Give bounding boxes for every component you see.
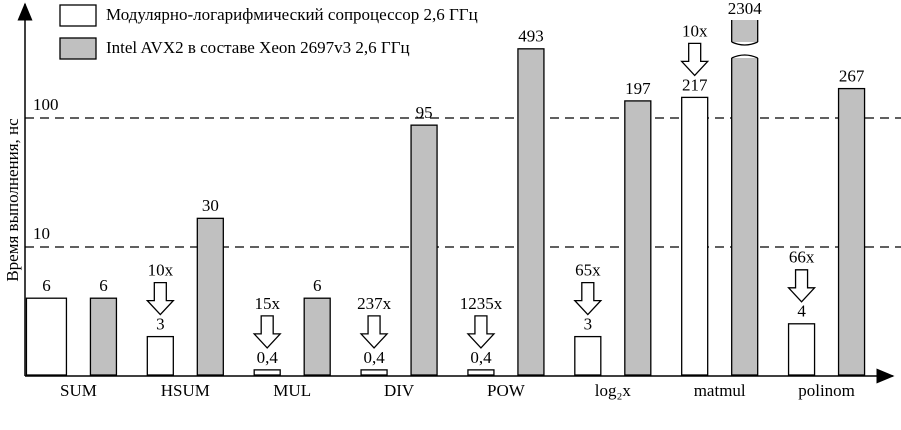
value-label: 0,4 [470, 348, 492, 367]
speedup-label: 66x [789, 248, 815, 267]
speedup-arrow [145, 281, 175, 316]
bar [681, 96, 709, 376]
speedup-label: 1235x [460, 294, 503, 313]
speedup-arrow [787, 269, 817, 303]
x-tick-label: matmul [694, 381, 746, 400]
speedup-label: 65x [575, 261, 601, 280]
bar [574, 335, 602, 376]
bar [787, 323, 816, 376]
value-label: 3 [156, 315, 165, 334]
bar [89, 297, 118, 376]
value-label: 0,4 [363, 348, 385, 367]
bars [25, 20, 866, 376]
speedup-arrow [573, 281, 603, 316]
legend-label: Модулярно-логарифмический сопроцессор 2,… [106, 5, 478, 24]
bar [146, 335, 174, 376]
speedup-arrow [466, 315, 496, 349]
value-label: 493 [518, 27, 544, 46]
speedup-arrow [252, 315, 282, 349]
bar [467, 369, 495, 376]
bar [731, 20, 759, 376]
legend-swatch [59, 37, 97, 60]
axis-break-gap [729, 42, 760, 58]
bar [410, 124, 438, 376]
x-tick-label: polinom [798, 381, 855, 400]
axis-break [731, 41, 758, 46]
value-label: 4 [797, 302, 806, 321]
value-label: 267 [839, 66, 865, 85]
bar [253, 369, 281, 376]
value-label: 197 [625, 79, 651, 98]
x-tick-label: SUM [60, 381, 97, 400]
bar [624, 100, 652, 376]
value-label: 95 [416, 103, 433, 122]
x-tick-label: DIV [384, 381, 415, 400]
speedup-label: 237x [357, 294, 392, 313]
x-tick-label: HSUM [161, 381, 210, 400]
x-tick-label: MUL [273, 381, 311, 400]
legend-label: Intel AVX2 в составе Xeon 2697v3 2,6 ГГц [106, 38, 410, 57]
y-tick-label: 100 [33, 95, 59, 114]
bar [303, 297, 331, 376]
value-label: 6 [313, 276, 322, 295]
legend-swatch [59, 4, 97, 27]
x-tick-label: log₂x [595, 381, 632, 400]
value-label: 6 [99, 276, 108, 295]
legend: Модулярно-логарифмический сопроцессор 2,… [59, 4, 478, 60]
value-label: 0,4 [257, 348, 279, 367]
bar [25, 297, 68, 376]
bar [837, 87, 866, 376]
y-axis-title: Время выполнения, нс [3, 118, 22, 282]
bar [517, 48, 545, 376]
value-label: 3 [584, 315, 593, 334]
speedup-label: 10x [682, 21, 708, 40]
x-tick-label: POW [487, 381, 526, 400]
speedup-label: 15x [254, 294, 280, 313]
value-label: 30 [202, 196, 219, 215]
y-tick-label: 10 [33, 224, 50, 243]
value-label: 6 [42, 276, 51, 295]
bar [196, 217, 224, 376]
speedup-label: 10x [148, 261, 174, 280]
value-label: 2304 [728, 0, 763, 18]
speedup-arrow [680, 42, 710, 77]
value-label: 217 [682, 75, 708, 94]
speedup-arrow [359, 315, 389, 349]
axis-break [731, 54, 758, 59]
bar [360, 369, 388, 376]
